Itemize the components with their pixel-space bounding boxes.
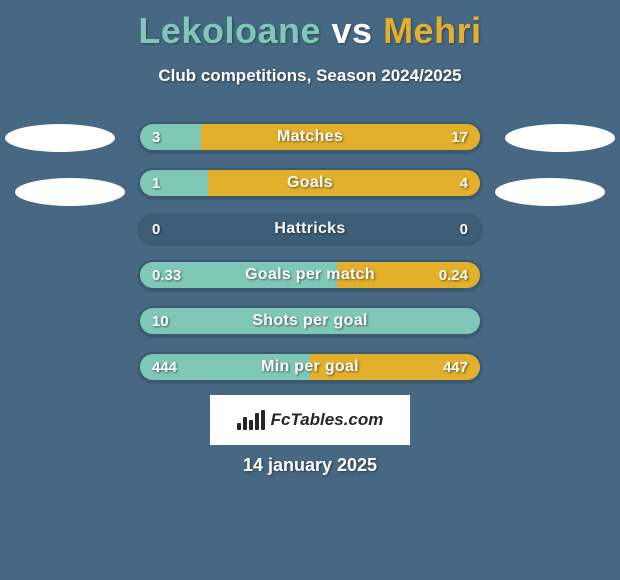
- stat-bar-fill-player2: [201, 124, 480, 150]
- stat-bar: 317Matches: [138, 122, 482, 152]
- stat-bar-fill-player1: [140, 262, 337, 288]
- brand-badge: FcTables.com: [210, 395, 410, 445]
- page-title: Lekoloane vs Mehri: [0, 0, 620, 52]
- stat-bar-fill-player1: [140, 354, 310, 380]
- player1-name: Lekoloane: [138, 10, 321, 51]
- player2-club-emblem: [495, 178, 605, 206]
- generated-date: 14 january 2025: [0, 455, 620, 476]
- stat-bar: 00Hattricks: [138, 214, 482, 244]
- stat-bar: 0.330.24Goals per match: [138, 260, 482, 290]
- stat-bar: 14Goals: [138, 168, 482, 198]
- player2-name: Mehri: [383, 10, 482, 51]
- stat-bar-fill-player2: [208, 170, 480, 196]
- stat-bar-fill-player2: [337, 262, 480, 288]
- stat-bar-fill-player1: [140, 308, 480, 334]
- stat-bar: 10Shots per goal: [138, 306, 482, 336]
- comparison-card: Lekoloane vs Mehri Club competitions, Se…: [0, 0, 620, 580]
- stat-bar-fill-player1: [140, 170, 208, 196]
- stat-bar-fill-player2: [310, 354, 480, 380]
- brand-text: FcTables.com: [271, 410, 384, 430]
- stats-bar-chart: 317Matches 14Goals 00Hattricks 0.330.24Goal…: [138, 122, 482, 398]
- player1-club-emblem: [5, 124, 115, 152]
- player1-club-emblem: [15, 178, 125, 206]
- brand-chart-icon: [237, 410, 265, 430]
- player2-club-emblem: [505, 124, 615, 152]
- stat-bar: 444447Min per goal: [138, 352, 482, 382]
- subtitle: Club competitions, Season 2024/2025: [0, 66, 620, 86]
- vs-label: vs: [332, 10, 373, 51]
- stat-bar-fill-player1: [140, 124, 201, 150]
